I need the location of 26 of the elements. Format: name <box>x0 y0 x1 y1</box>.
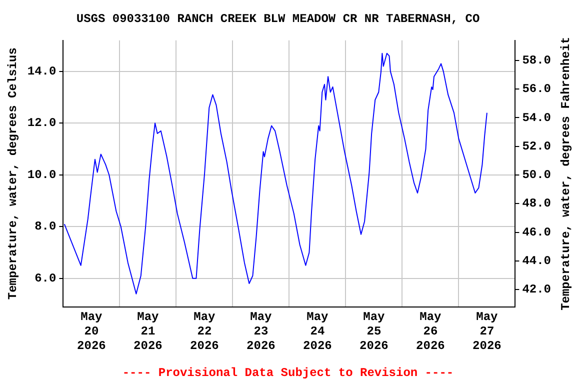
y2-tick-label: 42.0 <box>522 282 552 297</box>
y-tick-label: 6.0 <box>34 271 56 286</box>
y2-tick-label: 50.0 <box>522 168 552 182</box>
y-tick-label: 12.0 <box>27 116 56 130</box>
text: ---- Provisional Data Subject to Revision ---- <box>121 366 455 380</box>
y2-tick-label: 44.0 <box>522 254 552 268</box>
x-tick-label: May 21 2026 <box>134 310 162 353</box>
x-tick-label: May 26 2026 <box>416 310 445 353</box>
y2-axis-title: Temperature, water, degrees Fahrenheit <box>559 36 574 310</box>
y-tick-label: 8.0 <box>34 220 56 234</box>
y2-tick-label: 52.0 <box>522 139 552 154</box>
y-axis-title: Temperature, water, degrees Celsius <box>6 48 20 300</box>
y2-tick-label: 46.0 <box>522 225 552 240</box>
x-tick-label: May 27 2026 <box>472 310 502 353</box>
y2-tick-label: 54.0 <box>522 110 552 125</box>
x-tick-label: May 22 2026 <box>190 310 219 353</box>
y-tick-label: 10.0 <box>27 168 56 182</box>
chart-title: USGS 09033100 RANCH CREEK BLW MEADOW CR NR TABERNASH, CO <box>76 12 480 26</box>
y-tick-label: 14.0 <box>27 64 56 78</box>
x-tick-label: May 23 2026 <box>246 310 276 353</box>
y2-tick-label: 48.0 <box>522 196 552 211</box>
y2-tick-label: 56.0 <box>522 82 552 96</box>
x-tick-label: May 24 2026 <box>303 310 332 353</box>
x-tick-label: May 20 2026 <box>77 310 106 353</box>
x-tick-label: May 25 2026 <box>360 310 388 353</box>
y2-tick-label: 58.0 <box>522 53 552 68</box>
